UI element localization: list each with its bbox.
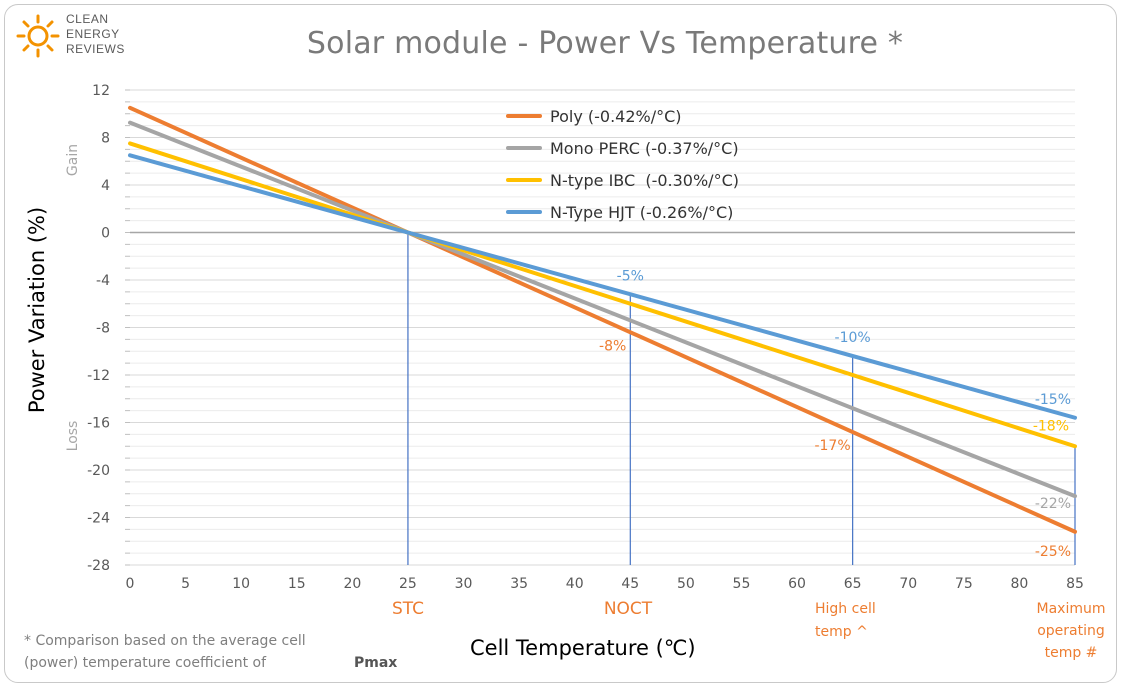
series-line-ibc	[128, 141, 1077, 449]
logo-line-3: REVIEWS	[66, 42, 125, 56]
x-tick-label: 35	[510, 576, 528, 592]
x-tick-label: 25	[399, 576, 417, 592]
y-tick-label: -24	[87, 511, 110, 527]
x-tick-label: 70	[899, 576, 917, 592]
legend-swatch-mono	[506, 146, 542, 150]
y-tick-label: -8	[96, 321, 110, 337]
gain-label: Gain	[65, 143, 81, 177]
x-tick-label: 40	[566, 576, 584, 592]
x-tick-label: 30	[455, 576, 473, 592]
logo-line-1: CLEAN	[66, 12, 109, 26]
x-tick-label: 15	[288, 576, 306, 592]
chart-legend: Poly (-0.42%/°C) Mono PERC (-0.37%/°C) N…	[506, 100, 739, 228]
x-tick-label: 85	[1066, 576, 1084, 592]
legend-label-hjt: N-Type HJT (-0.26%/°C)	[550, 202, 734, 222]
chart-title: Solar module - Power Vs Temperature *	[306, 26, 904, 61]
x-tick-label: 45	[621, 576, 639, 592]
y-tick-label: -12	[87, 368, 110, 384]
x-tick-label: 10	[232, 576, 250, 592]
x-tick-label: 50	[677, 576, 695, 592]
series-line-poly	[128, 105, 1077, 534]
data-label: -18%	[1033, 418, 1069, 434]
data-label: -15%	[1035, 392, 1071, 408]
x-tick-label: 55	[733, 576, 751, 592]
marker-label-high-cell-temp: High cell temp ^	[815, 601, 876, 640]
footnote: * Comparison based on the average cell (…	[24, 630, 397, 674]
marker-label-max-operating-temp: Maximum operating temp #	[1036, 601, 1106, 661]
legend-label-poly: Poly (-0.42%/°C)	[550, 106, 682, 126]
data-label: -25%	[1035, 544, 1071, 560]
y-tick-label: 8	[101, 131, 110, 147]
x-tick-label: 75	[955, 576, 973, 592]
x-tick-label: 60	[788, 576, 806, 592]
y-tick-label: 12	[92, 83, 110, 99]
legend-swatch-poly	[506, 114, 542, 118]
marker-label-noct: NOCT	[603, 599, 653, 619]
y-tick-label: -16	[87, 416, 110, 432]
data-label: -17%	[814, 438, 850, 454]
x-tick-label: 5	[181, 576, 190, 592]
legend-swatch-hjt	[506, 210, 542, 214]
y-tick-label: 4	[101, 178, 110, 194]
data-label: -22%	[1035, 496, 1071, 512]
y-axis-label: Power Variation (%)	[25, 206, 49, 414]
legend-item-hjt: N-Type HJT (-0.26%/°C)	[506, 196, 739, 228]
logo-line-2: ENERGY	[66, 27, 120, 41]
legend-item-mono: Mono PERC (-0.37%/°C)	[506, 132, 739, 164]
x-tick-label: 65	[844, 576, 862, 592]
y-tick-label: 0	[101, 226, 110, 242]
data-label: -5%	[617, 268, 644, 284]
x-tick-label: 0	[126, 576, 135, 592]
series-line-mono	[128, 120, 1077, 499]
footnote-bold: Pmax	[354, 655, 398, 671]
footnote-text: * Comparison based on the average cell (…	[24, 633, 306, 671]
data-label: -8%	[599, 338, 626, 354]
legend-item-ibc: N-type IBC (-0.30%/°C)	[506, 164, 739, 196]
sun-icon	[16, 14, 60, 58]
legend-label-mono: Mono PERC (-0.37%/°C)	[550, 138, 739, 158]
clean-energy-reviews-logo: CLEAN ENERGY REVIEWS	[14, 12, 134, 62]
legend-item-poly: Poly (-0.42%/°C)	[506, 100, 739, 132]
marker-label-stc: STC	[391, 599, 425, 619]
y-tick-label: -20	[87, 463, 110, 479]
legend-label-ibc: N-type IBC (-0.30%/°C)	[550, 170, 739, 190]
data-label: -10%	[835, 330, 871, 346]
y-tick-label: -4	[96, 273, 110, 289]
x-tick-label: 20	[343, 576, 361, 592]
x-tick-label: 80	[1010, 576, 1028, 592]
x-axis-label: Cell Temperature (℃)	[470, 636, 696, 660]
y-tick-label: -28	[87, 558, 110, 574]
loss-label: Loss	[65, 420, 81, 452]
legend-swatch-ibc	[506, 178, 542, 182]
series-line-hjt	[128, 153, 1077, 420]
chart-frame	[4, 4, 1117, 683]
